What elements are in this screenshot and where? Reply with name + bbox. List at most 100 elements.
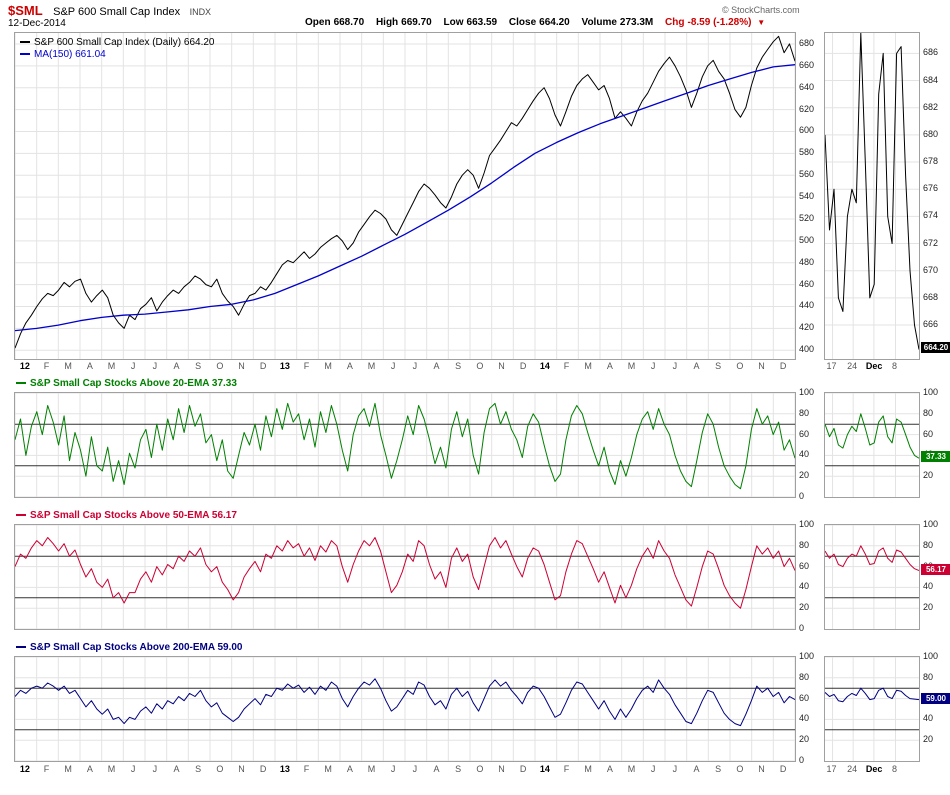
- x-axis-month-label: 12: [19, 361, 30, 371]
- low-value: 663.59: [466, 17, 498, 28]
- x-axis-month-label: 12: [19, 764, 30, 774]
- y-axis-tick-label: 440: [799, 300, 815, 311]
- x-axis-month-label: F: [43, 764, 50, 774]
- y-axis-tick-label: 40: [923, 581, 934, 592]
- y-axis-tick-label: 100: [799, 651, 815, 661]
- above50-title-label: S&P Small Cap Stocks Above 50-EMA 56.17: [30, 509, 237, 521]
- above50-panel-title: S&P Small Cap Stocks Above 50-EMA 56.17: [16, 509, 237, 521]
- x-axis-month-label: M: [324, 764, 332, 774]
- x-axis-month-label: S: [195, 764, 202, 774]
- x-axis-month-label: A: [173, 361, 180, 371]
- x-axis-month-label: M: [584, 361, 592, 371]
- high-value: 669.70: [401, 17, 432, 28]
- above200-line-swatch: [16, 646, 26, 648]
- y-axis-tick-label: 100: [799, 387, 815, 397]
- y-axis-tick-label: 0: [799, 623, 805, 633]
- x-axis-month-label: J: [390, 764, 396, 774]
- change-value: -8.59 (-1.28%): [687, 17, 752, 28]
- x-axis-month-label: D: [519, 361, 527, 371]
- above50-value-badge: 56.17: [921, 563, 950, 575]
- bottom-x-axis: 12 F M A M J J A S O N D 13 F M A M J J A S O N D 14 F M A M J J A S O N D: [14, 764, 794, 776]
- x-axis-date-label: 8: [891, 764, 897, 774]
- high-label: High: [375, 17, 399, 28]
- main-chart-x-axis: 12 F M A M J J A S O N D 13 F M A M J J A S O N D 14 F M A M J J A S O N D: [14, 361, 794, 373]
- x-axis-month-label: J: [152, 764, 158, 774]
- y-axis-tick-label: 520: [799, 212, 815, 223]
- x-axis-month-label: A: [86, 764, 93, 774]
- x-axis-month-label: N: [238, 361, 245, 371]
- x-axis-month-label: M: [627, 361, 636, 371]
- y-axis-tick-label: 676: [923, 183, 939, 194]
- price-zoom-canvas: [825, 33, 919, 359]
- y-axis-tick-label: 684: [923, 74, 939, 85]
- x-axis-date-label: 24: [847, 361, 858, 371]
- ma-150--line: [15, 64, 795, 332]
- y-axis-tick-label: 20: [799, 602, 810, 613]
- y-axis-tick-label: 80: [799, 671, 810, 682]
- y-axis-tick-label: 540: [799, 191, 815, 202]
- ma-legend-label: MA(150) 661.04: [34, 48, 106, 60]
- above200-panel-plot: [14, 656, 796, 762]
- x-axis-month-label: N: [758, 361, 765, 371]
- above50-line-swatch: [16, 514, 26, 516]
- y-axis-tick-label: 668: [923, 291, 939, 302]
- above20-panel-title: S&P Small Cap Stocks Above 20-EMA 37.33: [16, 377, 237, 389]
- x-axis-month-label: A: [173, 764, 180, 774]
- bottom-zoom-x-axis: 17 24 Dec 8: [824, 764, 918, 776]
- y-axis-tick-label: 682: [923, 101, 939, 112]
- x-axis-month-label: J: [130, 361, 136, 371]
- volume-value: 273.3M: [619, 17, 654, 28]
- y-axis-tick-label: 40: [799, 449, 810, 460]
- x-axis-month-label: A: [346, 764, 353, 774]
- above20-zoom-canvas: [825, 393, 919, 497]
- y-axis-tick-label: 0: [799, 491, 805, 501]
- y-axis-tick-label: 680: [923, 128, 939, 139]
- copyright-notice: © StockCharts.com: [722, 5, 800, 15]
- x-axis-month-label: M: [107, 764, 116, 774]
- quote-line: Open 668.70 High 669.70 Low 663.59 Close 664…: [296, 17, 765, 28]
- x-axis-month-label: J: [152, 361, 158, 371]
- y-axis-tick-label: 60: [923, 428, 934, 439]
- y-axis-tick-label: 500: [799, 234, 815, 245]
- y-axis-tick-label: 660: [799, 59, 815, 70]
- x-axis-month-label: S: [715, 361, 722, 371]
- x-axis-date-label: 8: [891, 361, 897, 371]
- x-axis-month-label: J: [672, 764, 678, 774]
- above50-zoom-plot: [824, 524, 920, 630]
- x-axis-date-label: Dec: [865, 764, 883, 774]
- y-axis-tick-label: 666: [923, 319, 939, 330]
- above50-canvas: [15, 525, 795, 629]
- s-p-600-small-cap-index-daily--line: [15, 35, 795, 349]
- x-axis-month-label: F: [43, 361, 50, 371]
- down-arrow-icon: ▼: [757, 18, 766, 27]
- x-axis-month-label: S: [715, 764, 722, 774]
- y-axis-tick-label: 680: [799, 37, 815, 48]
- x-axis-month-label: O: [216, 764, 224, 774]
- x-axis-month-label: O: [216, 361, 224, 371]
- above200-panel-title: S&P Small Cap Stocks Above 200-EMA 59.00: [16, 641, 243, 653]
- x-axis-month-label: A: [86, 361, 93, 371]
- ticker-symbol: $SML: [8, 3, 43, 18]
- stocks-above-50-ema--line: [15, 537, 795, 609]
- above50-zoom-canvas: [825, 525, 919, 629]
- x-axis-month-label: N: [498, 361, 505, 371]
- above20-title-label: S&P Small Cap Stocks Above 20-EMA 37.33: [30, 377, 237, 389]
- stocks-above-20-ema--line: [825, 413, 919, 459]
- x-axis-date-label: 17: [826, 764, 837, 774]
- x-axis-month-label: M: [64, 764, 72, 774]
- y-axis-tick-label: 20: [799, 734, 810, 745]
- y-axis-tick-label: 20: [923, 734, 934, 745]
- exchange-label: INDX: [189, 7, 212, 17]
- y-axis-tick-label: 100: [923, 387, 939, 397]
- above200-zoom-canvas: [825, 657, 919, 761]
- last-price-badge: 664.20: [921, 342, 950, 354]
- x-axis-month-label: A: [346, 361, 353, 371]
- x-axis-month-label: A: [606, 361, 613, 371]
- s-p-600-small-cap-index-line: [825, 33, 919, 350]
- x-axis-month-label: 13: [279, 764, 290, 774]
- y-axis-tick-label: 672: [923, 237, 939, 248]
- y-axis-tick-label: 60: [799, 560, 810, 571]
